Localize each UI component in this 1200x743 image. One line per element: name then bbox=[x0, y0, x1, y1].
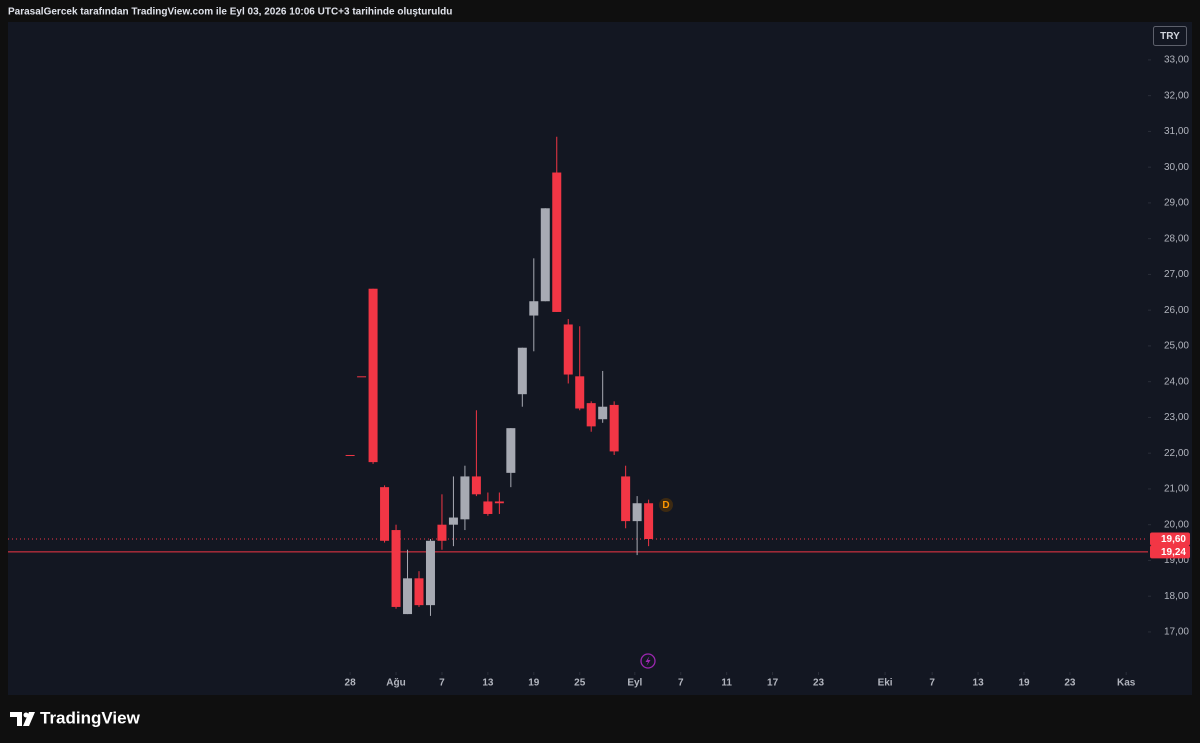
x-tick-label: 23 bbox=[813, 678, 825, 689]
y-tick-label: 18,00 bbox=[1164, 591, 1189, 602]
candle-body bbox=[494, 501, 504, 504]
x-tick-label: 19 bbox=[528, 678, 540, 689]
y-tick-label: 30,00 bbox=[1164, 162, 1189, 173]
x-tick-label: 7 bbox=[929, 678, 935, 689]
price-label: 19,60 bbox=[1161, 534, 1186, 545]
candle-body bbox=[471, 476, 481, 495]
candle-body bbox=[345, 454, 355, 456]
y-tick-label: 28,00 bbox=[1164, 233, 1189, 244]
candle-body bbox=[425, 540, 435, 606]
candle-body bbox=[403, 578, 413, 615]
candle-body bbox=[414, 578, 424, 606]
candle-body bbox=[644, 503, 654, 539]
price-label: 19,24 bbox=[1161, 547, 1186, 558]
candle-body bbox=[621, 476, 631, 522]
lightning-icon bbox=[640, 653, 656, 669]
marker-text: D bbox=[662, 500, 669, 511]
candle-body bbox=[448, 517, 458, 525]
x-tick-label: Ağu bbox=[386, 678, 405, 689]
candle-body bbox=[609, 404, 619, 452]
tv-logo bbox=[10, 712, 35, 726]
y-tick-label: 29,00 bbox=[1164, 198, 1189, 209]
y-tick-label: 20,00 bbox=[1164, 519, 1189, 530]
y-tick-label: 19,00 bbox=[1164, 555, 1189, 566]
candle-body bbox=[575, 376, 585, 409]
currency: TRY bbox=[1160, 31, 1180, 42]
x-tick-label: Eki bbox=[878, 678, 893, 689]
marker-badge bbox=[659, 498, 673, 512]
y-tick-label: 33,00 bbox=[1164, 55, 1189, 66]
y-tick-label: 27,00 bbox=[1164, 269, 1189, 280]
candle-body bbox=[529, 301, 539, 316]
candle-body bbox=[357, 376, 367, 378]
price-label-box bbox=[1150, 545, 1190, 559]
candle-body bbox=[517, 347, 527, 395]
x-tick-label: 23 bbox=[1064, 678, 1076, 689]
y-tick-label: 25,00 bbox=[1164, 341, 1189, 352]
candle-body bbox=[540, 208, 550, 302]
y-tick-label: 21,00 bbox=[1164, 484, 1189, 495]
x-tick-label: 19 bbox=[1018, 678, 1030, 689]
x-tick-label: Kas bbox=[1117, 678, 1136, 689]
candle-body bbox=[598, 406, 608, 420]
candle-body bbox=[586, 403, 596, 427]
header-text: ParasalGercek tarafından TradingView.com… bbox=[8, 7, 452, 18]
x-tick-label: 11 bbox=[721, 678, 732, 689]
candle-body bbox=[368, 288, 378, 463]
candle-body bbox=[380, 487, 390, 541]
currency-box bbox=[1153, 26, 1187, 46]
y-tick-label: 17,00 bbox=[1164, 627, 1189, 638]
y-tick-label: 31,00 bbox=[1164, 126, 1189, 137]
y-tick-label: 32,00 bbox=[1164, 90, 1189, 101]
x-tick-label: 17 bbox=[767, 678, 779, 689]
footer-logo-text: TradingView bbox=[40, 708, 141, 727]
candle-body bbox=[391, 530, 401, 607]
x-tick-label: 7 bbox=[678, 678, 684, 689]
candle-body bbox=[632, 503, 642, 522]
candle-body bbox=[483, 501, 493, 514]
candle-body bbox=[437, 524, 447, 541]
x-tick-label: 7 bbox=[439, 678, 445, 689]
x-tick-label: 13 bbox=[973, 678, 985, 689]
x-tick-label: 28 bbox=[345, 678, 357, 689]
chart-panel bbox=[8, 22, 1192, 695]
candle-body bbox=[460, 476, 470, 520]
x-tick-label: Eyl bbox=[627, 678, 642, 689]
y-tick-label: 24,00 bbox=[1164, 376, 1189, 387]
y-tick-label: 26,00 bbox=[1164, 305, 1189, 316]
candle-body bbox=[563, 324, 573, 375]
candle-body bbox=[506, 428, 516, 473]
price-label-box bbox=[1150, 532, 1190, 546]
y-tick-label: 22,00 bbox=[1164, 448, 1189, 459]
x-tick-label: 25 bbox=[574, 678, 586, 689]
y-tick-label: 23,00 bbox=[1164, 412, 1189, 423]
x-tick-label: 13 bbox=[482, 678, 494, 689]
candle-body bbox=[552, 172, 562, 312]
